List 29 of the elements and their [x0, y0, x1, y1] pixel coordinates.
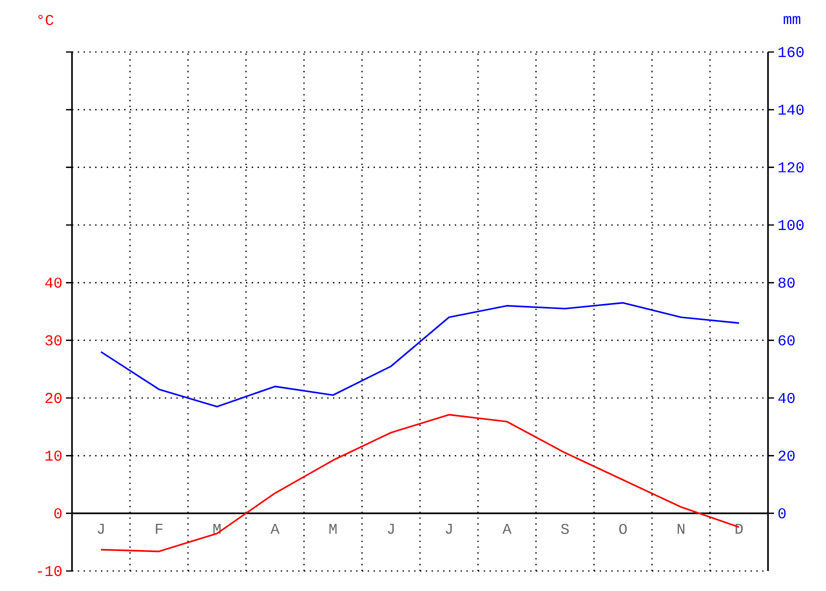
y2-tick-label: 80 — [778, 278, 795, 288]
x-tick-label: O — [619, 524, 627, 534]
x-tick-label: F — [156, 524, 162, 534]
x-tick-label: J — [388, 524, 394, 534]
y2-axis-title: mm — [784, 16, 800, 24]
x-tick-label: A — [502, 524, 512, 534]
y2-tick-label: 120 — [778, 162, 804, 172]
y2-tick-label: 40 — [778, 392, 795, 404]
y2-tick-label: 20 — [778, 450, 795, 461]
y2-tick-label: 140 — [778, 104, 804, 115]
y-tick-label: -10 — [38, 566, 62, 576]
y2-tick-label: 100 — [778, 220, 804, 230]
x-tick-label: S — [561, 524, 569, 534]
y-tick-label: 20 — [46, 392, 62, 404]
x-tick-label: J — [446, 524, 452, 534]
x-tick-label: J — [98, 524, 104, 534]
y-tick-label: 0 — [54, 508, 62, 518]
y-tick-label: 30 — [45, 335, 62, 346]
line-series — [100, 302, 740, 408]
x-tick-label: A — [270, 524, 280, 534]
x-tick-label: M — [213, 524, 221, 534]
y2-tick-label: 0 — [778, 508, 786, 518]
y-axis-title: °C — [38, 14, 54, 26]
x-tick-label: M — [329, 524, 337, 534]
y2-tick-label: 60 — [778, 335, 795, 346]
y-tick-label: 10 — [46, 450, 62, 461]
y2-tick-label: 160 — [778, 46, 804, 58]
x-tick-label: N — [678, 524, 684, 534]
y-tick-label: 40 — [45, 278, 62, 288]
